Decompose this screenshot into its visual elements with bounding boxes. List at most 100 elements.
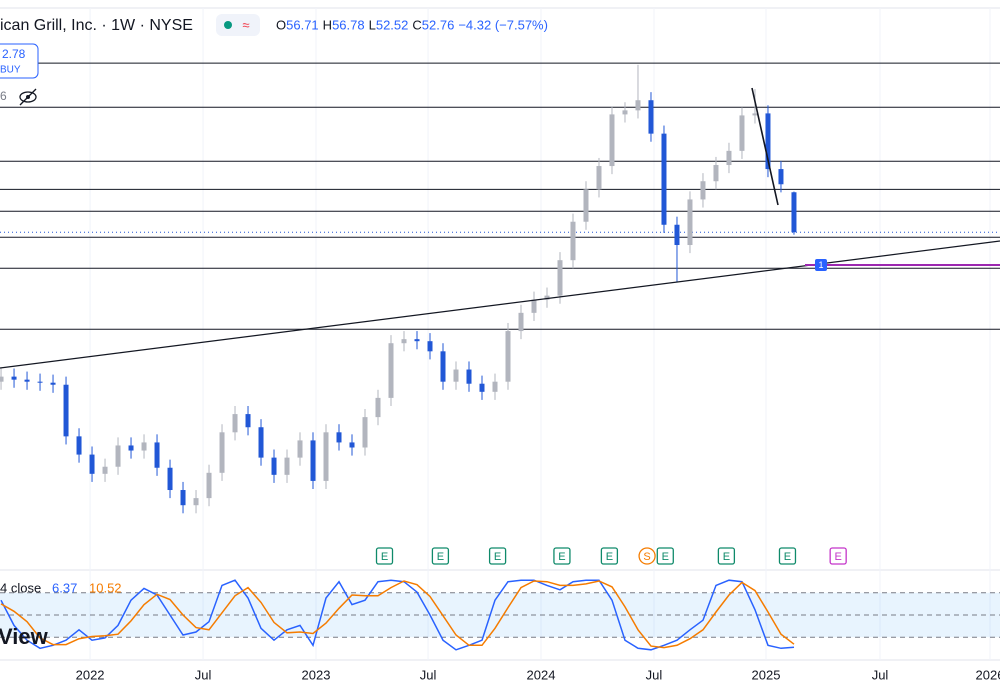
stoch-d-value: 10.52 [89,580,122,595]
candle-body [11,376,17,380]
candle-body [700,181,706,200]
hide-icon[interactable] [19,88,37,106]
event-marker [656,547,674,565]
event-label: E [437,551,444,563]
candle-body [661,133,667,225]
status-pill[interactable] [216,14,260,36]
candle-body [687,199,693,246]
candle-body [89,454,95,474]
candle-body [583,189,589,222]
candle-body [791,192,797,233]
stoch-k-value: 6.37 [52,580,77,595]
candle-body [128,445,134,451]
x-tick-label: Jul [195,667,212,682]
ohlc-value: 52.52 [376,17,409,32]
candle-body [414,339,420,342]
event-marker [717,547,736,565]
x-tick-label: Jul [420,667,437,682]
candle-body [505,331,511,382]
delay-icon: ≈ [242,17,249,32]
x-tick-label: 2026 [976,667,1000,682]
ohlc-value: 56.78 [332,17,365,32]
ohlc-key: L [369,17,376,32]
ohlc-key: C [412,17,421,32]
x-tick-label: 2022 [76,667,105,682]
candle-body [102,466,108,474]
candle-body [544,295,550,300]
x-tick-label: 2024 [527,667,556,682]
candle-body [284,457,290,475]
plot-layer: 2022Jul2023Jul2024Jul2025Jul2026EEEEESEE… [0,8,1000,682]
event-label: E [834,551,841,563]
candle-body [752,113,758,116]
event-marker [778,547,797,565]
x-tick-label: Jul [646,667,663,682]
candle-body [466,369,472,384]
ohlc-value: 56.71 [286,17,319,32]
candle-body [0,376,4,382]
indicator-count: 6 [0,89,7,103]
alert-badge-text: 1 [818,260,823,270]
candle-body [310,440,316,481]
buy-label: BUY [0,65,21,76]
candle-body [323,432,329,481]
candle-body [297,440,303,458]
market-open-dot [224,21,232,29]
event-label: E [662,551,669,563]
x-tick-label: Jul [872,667,889,682]
candle-body [570,221,576,261]
candle-body [648,100,654,134]
candle-body [713,165,719,182]
candle-body [37,381,43,383]
alert-badge[interactable] [815,259,827,271]
trend-line [0,240,1000,369]
candle-body [596,166,602,190]
trend-line [751,87,779,206]
event-marker [829,547,847,565]
candle-body [258,427,264,458]
ohlc-key: O [276,17,286,32]
candle-body [609,114,615,167]
buy-price: 2.78 [2,47,26,61]
candle-body [336,432,342,443]
candle-body [765,113,771,170]
candle-body [206,472,212,499]
candle-body [245,414,251,428]
event-label: E [723,551,730,563]
event-label: E [784,551,791,563]
stoch-title: 4 close [0,580,41,595]
event-label: E [558,551,565,563]
candle-body [362,417,368,448]
candle-body [401,339,407,344]
event-marker [431,547,450,565]
candle-body [271,457,277,475]
candle-body [63,384,69,437]
candle-body [479,383,485,392]
candle-body [180,490,186,506]
candle-body [453,369,459,382]
candle-body [739,115,745,151]
watermark: View [0,624,49,649]
ohlc-key: H [323,17,332,32]
candle-body [193,498,199,506]
candle-body [167,467,173,491]
candle-body [232,414,238,433]
candle-body [635,100,641,111]
event-marker [375,547,394,565]
candle-body [518,312,524,332]
candle-body [557,260,563,296]
buy-button[interactable] [0,43,39,79]
candle-body [427,341,433,352]
candle-body [154,442,160,468]
candle-body [674,224,680,246]
event-label: E [381,551,388,563]
event-marker [488,547,507,565]
ohlc-header: O 56.71 H 56.78 L 52.52 C 52.76 −4.32 (−7.57%) [276,17,548,32]
stoch-line [0,579,795,651]
event-marker [638,547,656,565]
candle-body [726,150,732,166]
candle-body [50,382,56,385]
stoch-line [0,580,795,649]
event-label: E [606,551,613,563]
